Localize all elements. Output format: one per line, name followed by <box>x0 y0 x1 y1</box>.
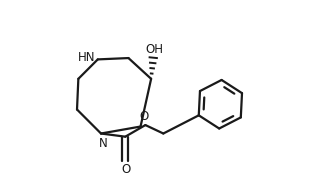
Text: HN: HN <box>77 51 95 64</box>
Text: OH: OH <box>145 43 163 56</box>
Text: O: O <box>122 163 131 176</box>
Text: O: O <box>140 110 149 123</box>
Text: N: N <box>99 136 107 150</box>
